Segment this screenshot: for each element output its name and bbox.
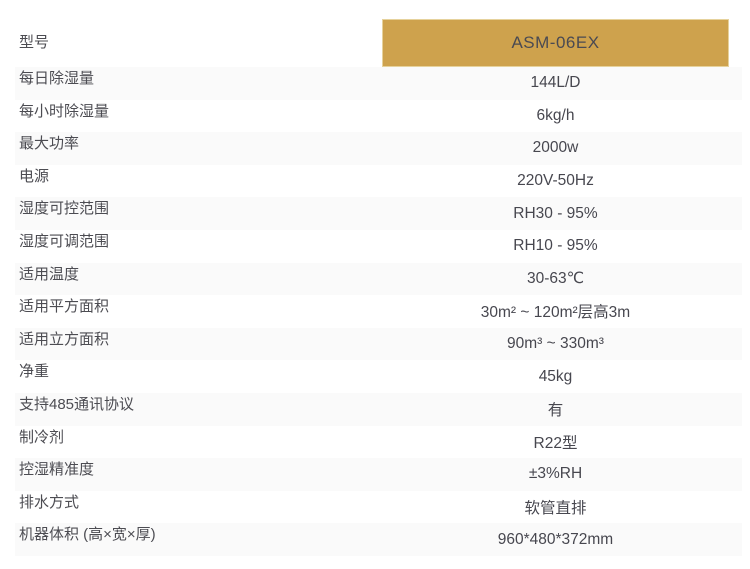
table-row: 适用温度 30-63℃ — [15, 262, 742, 296]
spec-value: 6kg/h — [536, 106, 575, 124]
spec-label: 最大功率 — [19, 135, 80, 153]
spec-label: 每日除湿量 — [19, 70, 95, 87]
table-row: 适用立方面积 90m³ ~ 330m³ — [15, 327, 742, 361]
spec-value: 90m³ ~ 330m³ — [507, 335, 604, 353]
model-label: 型号 — [19, 33, 50, 51]
spec-value: ±3%RH — [528, 465, 583, 483]
spec-label: 净重 — [19, 363, 50, 381]
spec-label: 支持485通讯协议 — [19, 395, 135, 413]
table-row: 每日除湿量 144L/D — [15, 67, 742, 100]
table-row: 机器体积 (高×宽×厚) 960*480*372mm — [15, 523, 742, 556]
spec-label: 湿度可调范围 — [19, 232, 110, 250]
table-row: 每小时除湿量 6kg/h — [15, 99, 742, 133]
table-row: 支持485通讯协议 有 — [15, 392, 742, 426]
spec-value: 144L/D — [530, 74, 581, 92]
table-row: 电源 220V-50Hz — [15, 164, 742, 198]
spec-value: RH10 - 95% — [513, 237, 598, 255]
spec-label: 电源 — [19, 167, 50, 185]
spec-value: 30m² ~ 120m²层高3m — [480, 304, 631, 322]
table-row: 适用平方面积 30m² ~ 120m²层高3m — [15, 295, 742, 328]
spec-value: 软管直排 — [524, 500, 587, 518]
header-row: 型号 ASM-06EX — [15, 15, 742, 67]
spec-value: 有 — [547, 402, 564, 420]
table-row: 制冷剂 R22型 — [15, 425, 742, 459]
spec-label: 适用温度 — [19, 265, 80, 283]
table-row: 净重 45kg — [15, 360, 742, 393]
spec-label: 适用平方面积 — [19, 298, 110, 316]
spec-value: 960*480*372mm — [497, 530, 614, 548]
spec-value: 45kg — [538, 367, 573, 385]
spec-value: RH30 - 95% — [513, 204, 598, 222]
table-row: 湿度可控范围 RH30 - 95% — [15, 197, 742, 230]
table-row: 湿度可调范围 RH10 - 95% — [15, 229, 742, 263]
spec-label: 湿度可控范围 — [19, 200, 110, 218]
model-value-cell: ASM-06EX — [382, 19, 729, 67]
table-row: 排水方式 软管直排 — [15, 490, 742, 524]
table-row: 最大功率 2000w — [15, 132, 742, 165]
spec-value: 220V-50Hz — [517, 172, 594, 190]
table-row: 控湿精准度 ±3%RH — [15, 458, 742, 491]
spec-label: 控湿精准度 — [19, 461, 95, 479]
spec-label: 机器体积 (高×宽×厚) — [19, 526, 156, 544]
model-value: ASM-06EX — [511, 33, 600, 52]
spec-label: 排水方式 — [19, 493, 80, 511]
spec-table: 型号 ASM-06EX 每日除湿量 144L/D 每小时除湿量 6kg/h 最大… — [15, 15, 742, 556]
spec-value: 30-63℃ — [526, 270, 585, 288]
spec-label: 制冷剂 — [19, 428, 65, 446]
spec-value: R22型 — [533, 434, 578, 452]
spec-value: 2000w — [532, 139, 579, 157]
spec-label: 每小时除湿量 — [19, 102, 110, 120]
spec-label: 适用立方面积 — [19, 330, 110, 348]
